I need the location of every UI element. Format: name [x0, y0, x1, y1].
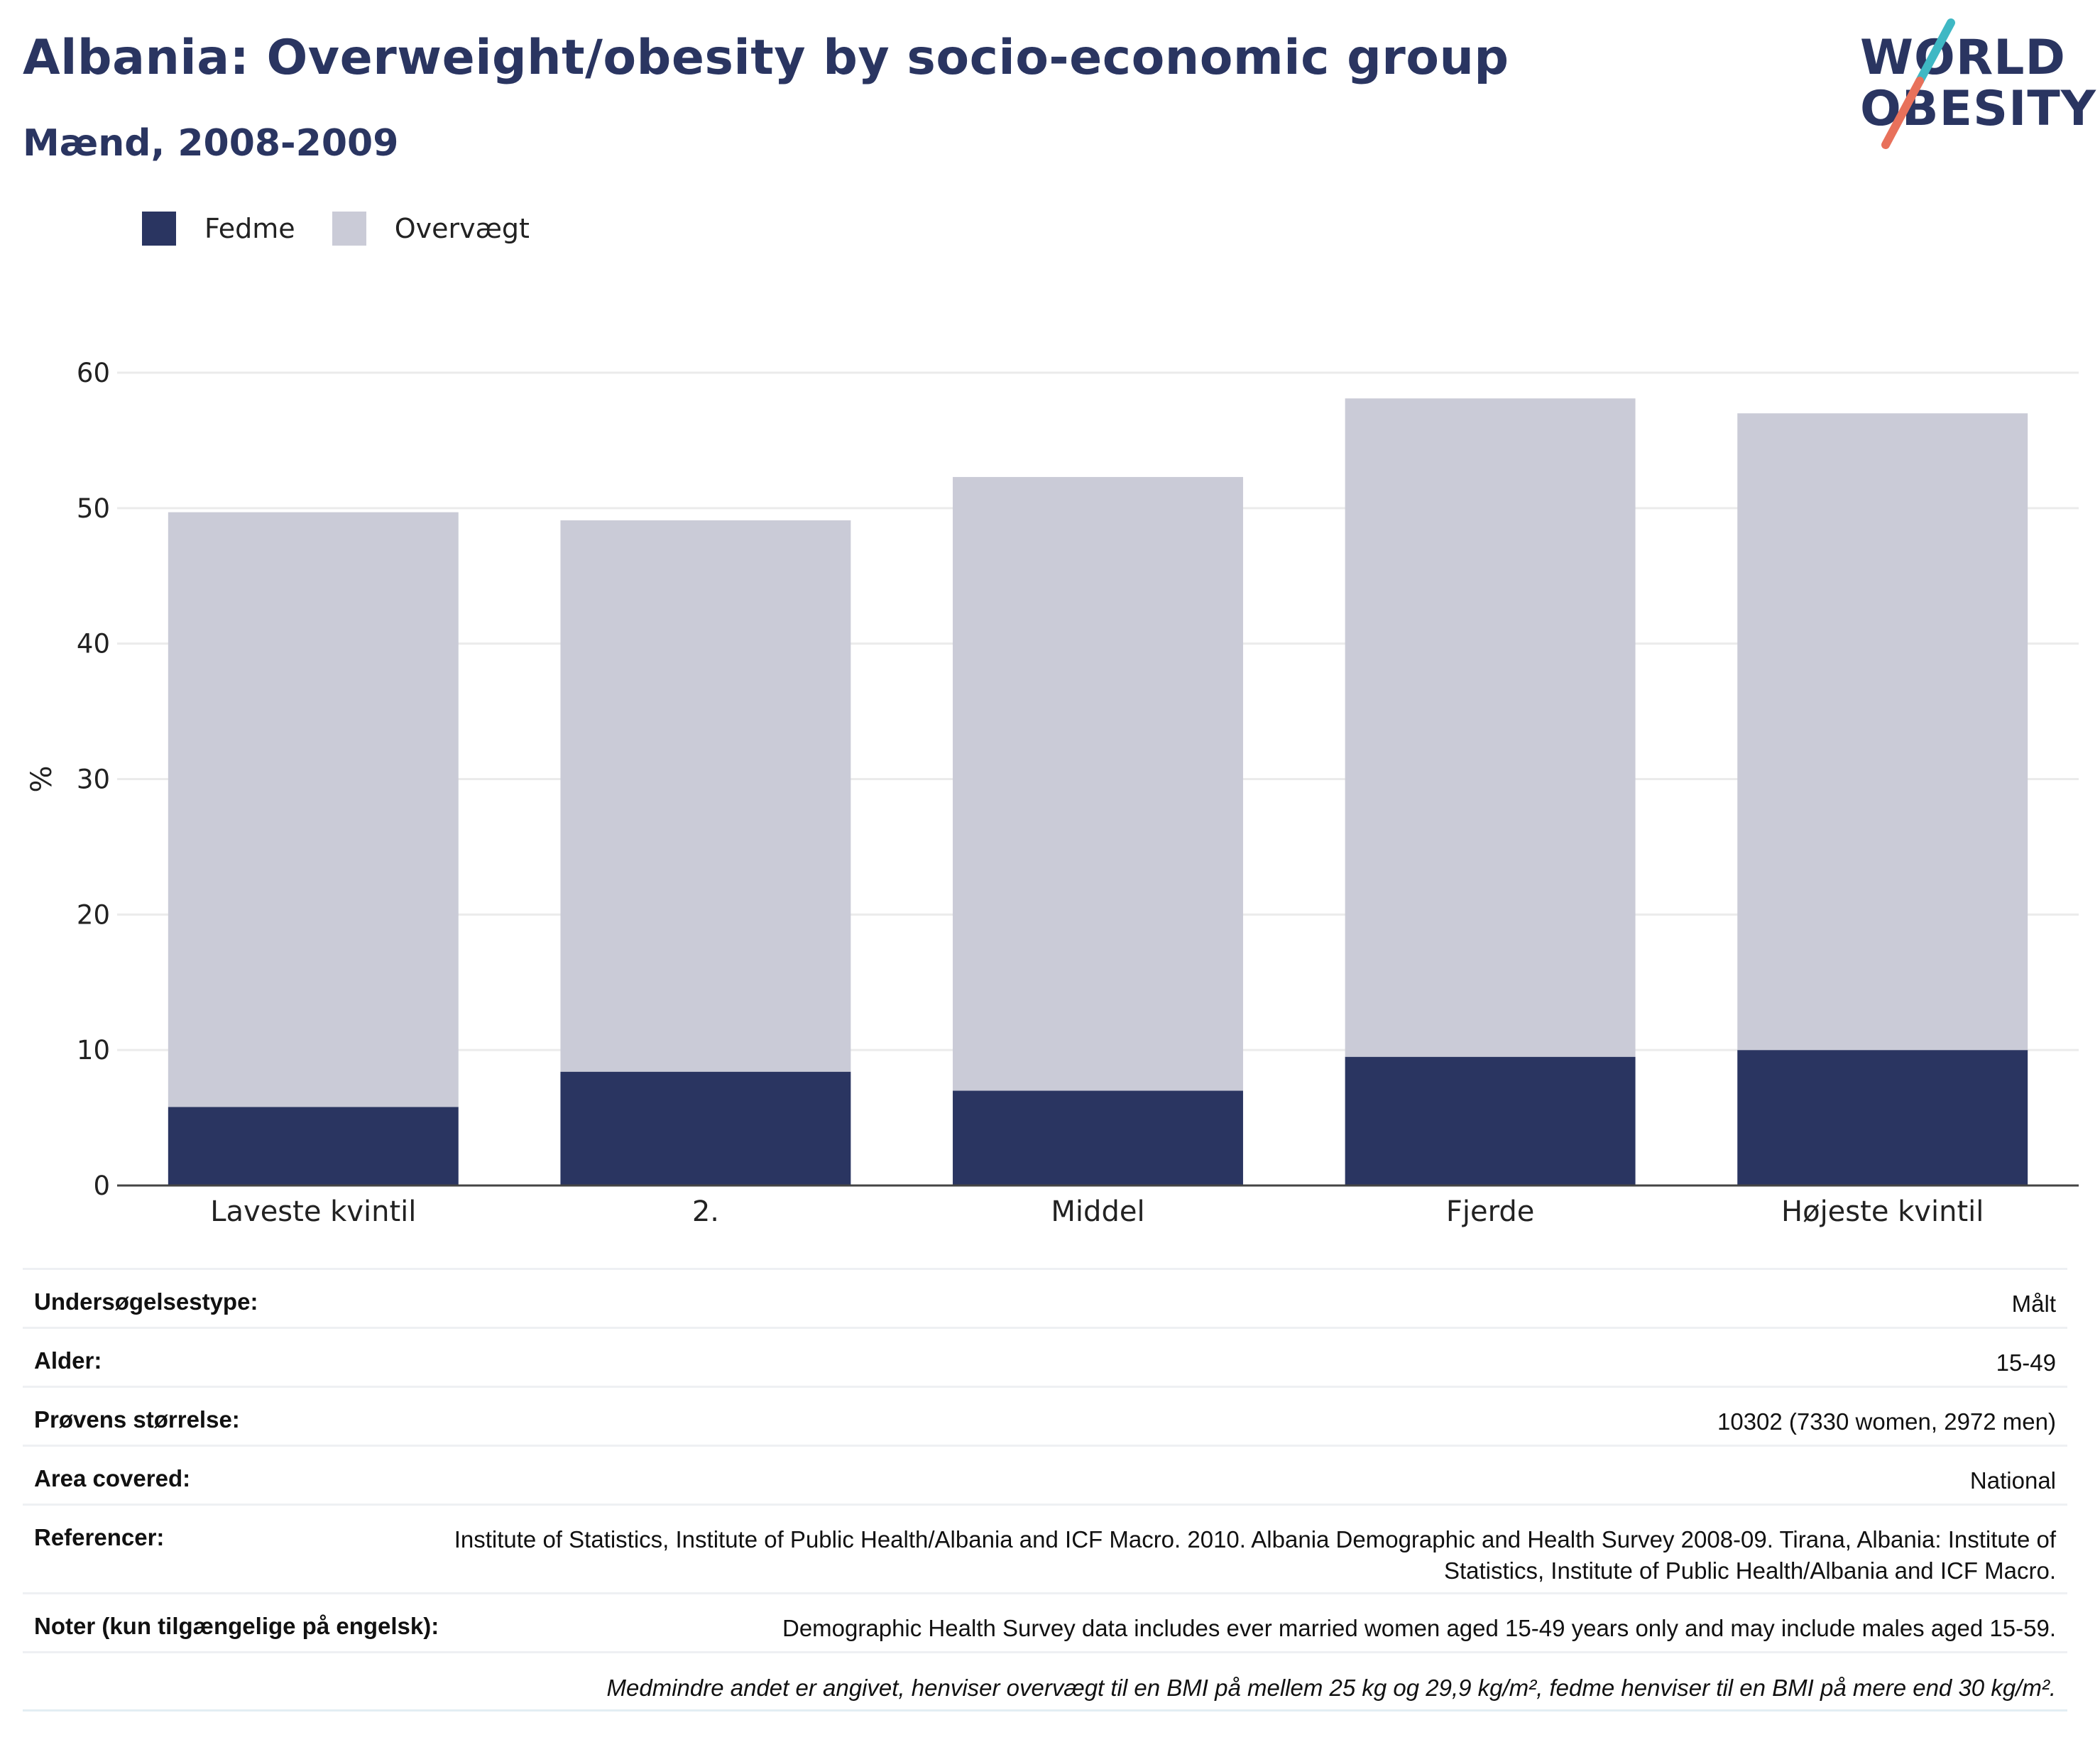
- chart-subtitle: Mænd, 2008-2009: [23, 122, 399, 165]
- bar-overvaegt: [953, 476, 1243, 1091]
- y-tick-label: 0: [93, 1171, 110, 1201]
- y-tick-label: 50: [77, 493, 110, 524]
- chart-title: Albania: Overweight/obesity by socio-eco…: [23, 30, 1509, 86]
- bmi-footnote: Medmindre andet er angivet, henviser ove…: [23, 1651, 2067, 1709]
- legend-swatch-fedme: [142, 212, 176, 246]
- info-value: Institute of Statistics, Institute of Pu…: [454, 1526, 2056, 1584]
- bar-fedme: [1737, 1050, 2028, 1185]
- info-value: 10302 (7330 women, 2972 men): [1717, 1408, 2056, 1435]
- info-key: Area covered:: [34, 1465, 191, 1491]
- legend-swatch-overvaegt: [332, 212, 366, 246]
- y-tick-label: 10: [77, 1035, 110, 1066]
- bar-overvaegt: [168, 512, 459, 1107]
- info-value: National: [1969, 1467, 2056, 1494]
- legend-label-fedme: Fedme: [204, 213, 295, 244]
- info-value: Demographic Health Survey data includes …: [782, 1615, 2056, 1641]
- logo-slash-icon: [1881, 18, 1955, 149]
- table-bottom-divider: [23, 1709, 2067, 1712]
- x-tick-label: 2.: [692, 1195, 719, 1228]
- legend-item-overvaegt: Overvægt: [332, 212, 530, 246]
- info-row-sample-size: Prøvens størrelse: 10302 (7330 women, 29…: [23, 1386, 2067, 1445]
- bar-overvaegt: [560, 520, 851, 1072]
- info-key: Referencer:: [34, 1524, 165, 1550]
- bar-fedme: [1345, 1056, 1636, 1185]
- info-value: Målt: [2011, 1291, 2056, 1317]
- info-row-age: Alder: 15-49: [23, 1327, 2067, 1386]
- bar-fedme: [953, 1090, 1243, 1185]
- legend-label-overvaegt: Overvægt: [394, 213, 530, 244]
- bar-overvaegt: [1737, 413, 2028, 1051]
- chart-legend: Fedme Overvægt: [142, 212, 567, 246]
- x-tick-label: Middel: [1051, 1195, 1144, 1228]
- legend-item-fedme: Fedme: [142, 212, 295, 246]
- y-tick-label: 60: [77, 358, 110, 388]
- bar-fedme: [560, 1071, 851, 1185]
- info-row-references: Referencer: Institute of Statistics, Ins…: [23, 1504, 2067, 1592]
- info-key: Undersøgelsestype:: [34, 1288, 258, 1315]
- info-key: Prøvens størrelse:: [34, 1406, 240, 1433]
- y-tick-label: 30: [77, 765, 110, 795]
- info-key: Alder:: [34, 1347, 102, 1374]
- info-value: 15-49: [1996, 1349, 2056, 1376]
- bar-fedme: [168, 1107, 459, 1185]
- x-tick-label: Laveste kvintil: [210, 1195, 416, 1228]
- y-axis-label: %: [26, 765, 58, 792]
- y-tick-label: 40: [77, 629, 110, 659]
- x-tick-label: Højeste kvintil: [1781, 1195, 1984, 1228]
- x-tick-label: Fjerde: [1446, 1195, 1534, 1228]
- info-row-survey-type: Undersøgelsestype: Målt: [23, 1268, 2067, 1327]
- info-table: Undersøgelsestype: Målt Alder: 15-49 Prø…: [23, 1268, 2067, 1712]
- bar-chart: 0 10 20 30 40 50 60% Laveste kvintil 2. Middel Fje…: [26, 358, 2079, 1228]
- world-obesity-logo: WORLD OBESITY: [1846, 16, 2096, 150]
- info-key: Noter (kun tilgængelige på engelsk):: [34, 1613, 439, 1639]
- y-tick-label: 20: [77, 899, 110, 930]
- bar-overvaegt: [1345, 398, 1636, 1057]
- info-row-notes: Noter (kun tilgængelige på engelsk): Dem…: [23, 1592, 2067, 1651]
- logo-line-1: WORLD: [1860, 30, 2066, 86]
- info-row-area: Area covered: National: [23, 1445, 2067, 1504]
